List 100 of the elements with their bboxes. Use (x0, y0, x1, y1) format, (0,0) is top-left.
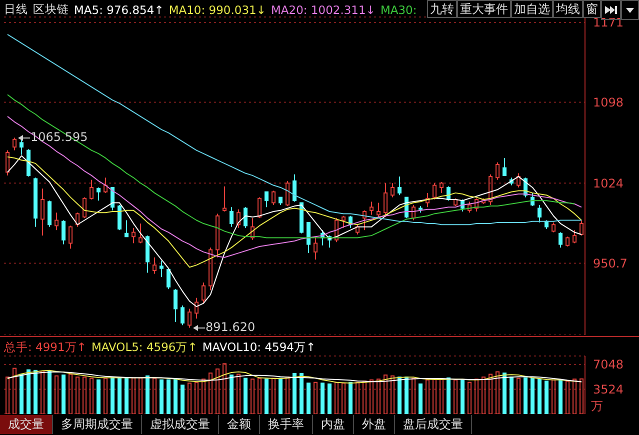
text: MA20: 1002.311↓ (270, 2, 376, 16)
bar (124, 378, 129, 414)
bar (348, 382, 353, 414)
line-series (7, 116, 582, 258)
bar (6, 376, 10, 414)
candlestick (152, 256, 157, 274)
bar (524, 377, 528, 414)
bar (202, 378, 206, 414)
bar (26, 369, 31, 414)
bar (426, 379, 430, 414)
bar (292, 372, 297, 414)
y-tick-label: 1098 (593, 95, 624, 110)
bar (306, 382, 311, 414)
bar (482, 376, 486, 414)
bar (516, 378, 521, 414)
text: 加自选 (511, 0, 553, 18)
candlestick (68, 225, 73, 250)
bar (572, 378, 577, 414)
text: 多周期成交量 (53, 415, 142, 434)
text: MA5: 976.854↑ (74, 2, 164, 16)
y-tick-label: 3524 (593, 382, 624, 396)
bar (440, 378, 444, 414)
bar (194, 382, 199, 414)
text: 窗 (583, 0, 601, 18)
bar (376, 378, 381, 414)
bar (580, 378, 584, 414)
bar (362, 380, 367, 414)
candlestick (54, 212, 59, 231)
y-tick-label: 1024 (593, 176, 624, 190)
candlestick (230, 206, 234, 228)
bar (236, 374, 241, 414)
bar (48, 370, 52, 414)
text: 虚拟成交量 (142, 415, 219, 434)
bar (538, 378, 542, 414)
bar (160, 379, 164, 414)
bar (300, 372, 304, 414)
bar (40, 370, 45, 414)
bar (208, 372, 213, 414)
bar (398, 376, 402, 414)
bar (258, 378, 262, 414)
bar (222, 363, 227, 414)
text: 内盘 (313, 415, 354, 434)
text: 外盘 (354, 415, 395, 434)
y-tick-label: 950.7 (593, 256, 628, 270)
text: 成交量 (0, 415, 53, 434)
chart-title: 区块链 (33, 2, 69, 17)
bar (558, 379, 563, 414)
bar (468, 382, 472, 414)
bar (76, 376, 80, 414)
text: MA30: (380, 2, 417, 16)
bar (68, 374, 73, 414)
chart-subtitle: 日线 (4, 2, 28, 17)
bar (404, 376, 409, 414)
bar (104, 378, 108, 414)
bar (188, 382, 192, 414)
bar (474, 378, 479, 414)
bar (244, 378, 248, 414)
bar (62, 374, 66, 414)
bar (96, 379, 101, 414)
bar (90, 378, 94, 414)
bar (446, 377, 451, 414)
bar (320, 382, 325, 414)
bar (286, 376, 290, 414)
text: MA10: 990.031↓ (168, 2, 266, 16)
text: 金额 (219, 415, 260, 434)
bar (412, 378, 416, 414)
bar (152, 378, 157, 414)
bar (370, 379, 374, 414)
bar (20, 374, 24, 414)
bar (34, 370, 38, 414)
bar (566, 380, 570, 414)
bar (432, 378, 437, 414)
bar (314, 382, 318, 414)
bar (328, 383, 332, 414)
bar (454, 379, 458, 414)
text: 九转 (427, 0, 457, 18)
bar (216, 368, 220, 414)
bar (460, 379, 465, 414)
bar (356, 382, 360, 414)
y-axis-title: 万 (591, 398, 603, 415)
y-tick-label: 7048 (593, 358, 624, 372)
bar (496, 371, 500, 414)
candlestick (40, 188, 45, 236)
bar (12, 368, 17, 414)
bar (132, 377, 136, 414)
text: 盘后成交量 (395, 415, 472, 434)
bar (510, 376, 514, 414)
bar (110, 376, 115, 414)
text: 均线 (553, 0, 583, 18)
text: 重大事件 (457, 0, 511, 18)
series-label: MAVOL5: 4596万↑ (91, 340, 198, 355)
bar (118, 377, 122, 414)
bar (272, 378, 276, 414)
bar (488, 374, 493, 414)
bar (552, 379, 556, 414)
bar (250, 378, 255, 414)
bar (384, 374, 388, 414)
bar (166, 379, 171, 414)
candlestick (160, 260, 164, 278)
text: MAVOL10: 4594万↑ (202, 340, 316, 355)
